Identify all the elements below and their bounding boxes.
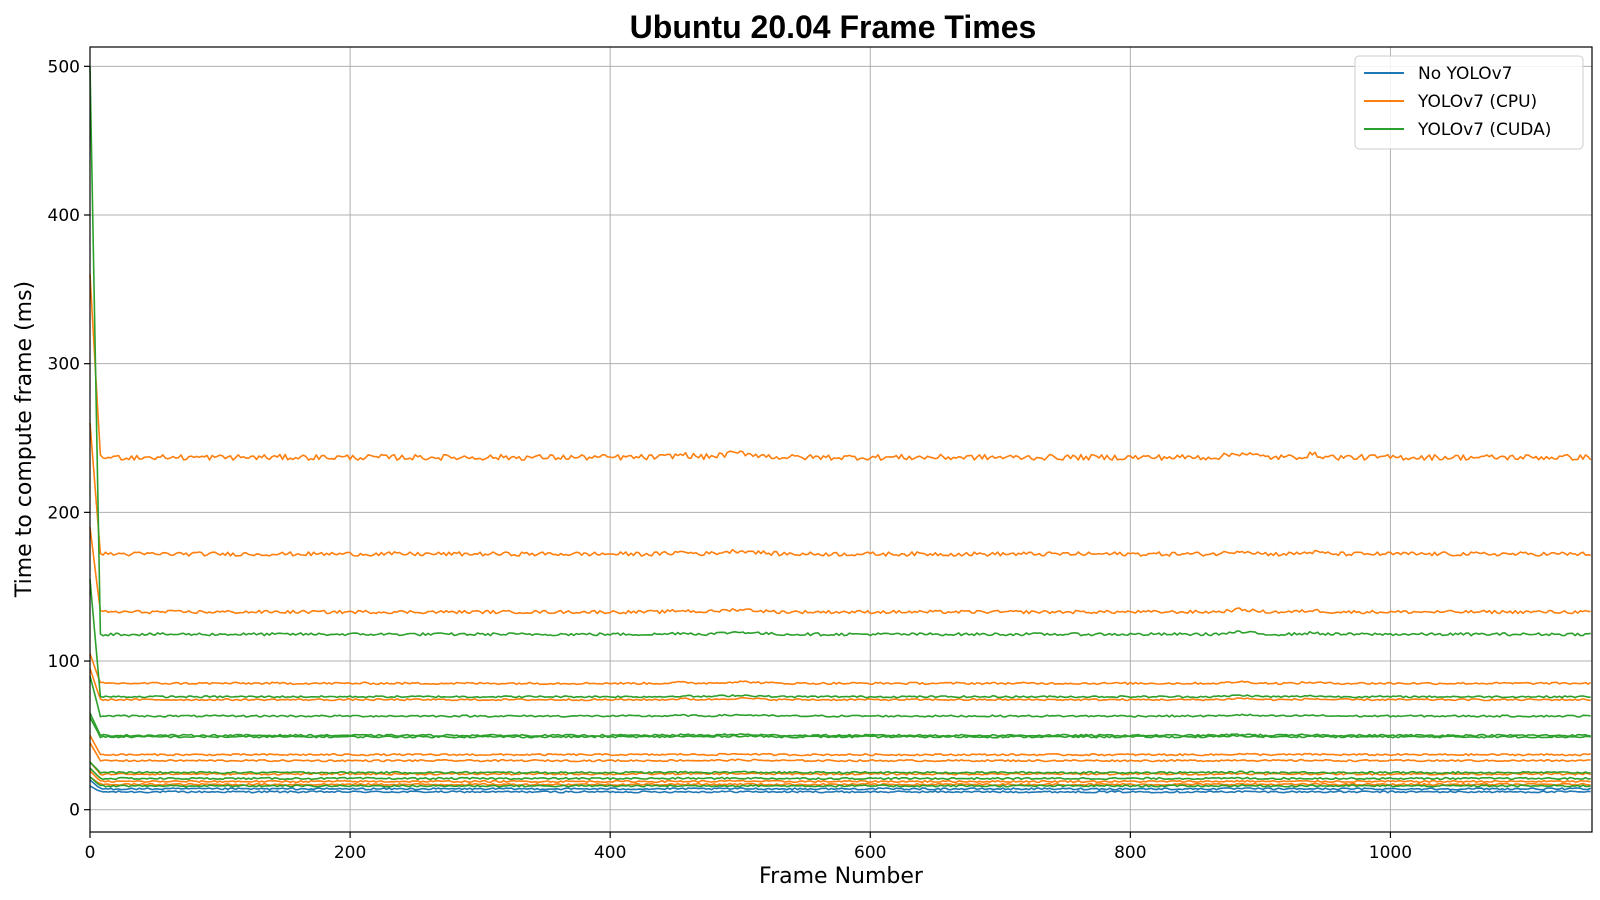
x-tick-label: 600: [854, 843, 886, 863]
series-line-yolov7-cpu: [89, 527, 1591, 615]
series-line-yolov7-cpu: [89, 274, 1592, 461]
x-tick-label: 200: [334, 843, 366, 863]
grid-lines: [89, 47, 1592, 832]
legend-label: YOLOv7 (CPU): [1417, 92, 1537, 112]
series-line-yolov7-cpu: [89, 735, 1591, 757]
series-line-no-yolov7: [89, 779, 1592, 791]
legend-label: YOLOv7 (CUDA): [1417, 120, 1551, 140]
series-line-yolov7-cuda: [89, 761, 1591, 775]
series-line-yolov7-cpu: [89, 770, 1591, 784]
axis-ticks: 0 200 400 600 800 1000 0 100 200 300 400 500: [48, 57, 1413, 863]
y-tick-label: 400: [48, 206, 80, 226]
series-lines: [89, 66, 1592, 794]
legend-box: [1354, 55, 1584, 150]
x-axis-label: Frame Number: [759, 864, 924, 889]
x-tick-label: 1000: [1369, 843, 1412, 863]
y-axis-label: Time to compute frame (ms): [12, 281, 37, 598]
series-line-yolov7-cpu: [89, 742, 1591, 763]
series-line-yolov7-cuda: [89, 712, 1591, 738]
series-line-yolov7-cuda: [89, 66, 1591, 637]
series-line-yolov7-cuda: [89, 675, 1591, 718]
x-tick-label: 0: [85, 843, 96, 863]
series-line-yolov7-cuda: [89, 579, 1591, 699]
legend: No YOLOv7 YOLOv7 (CPU) YOLOv7 (CUDA): [1354, 55, 1584, 150]
y-tick-label: 200: [48, 503, 80, 523]
series-line-no-yolov7: [89, 785, 1591, 794]
series-line-yolov7-cuda: [89, 776, 1591, 788]
legend-label: No YOLOv7: [1418, 64, 1512, 84]
x-tick-label: 800: [1114, 843, 1146, 863]
chart-title: Ubuntu 20.04 Frame Times: [630, 9, 1037, 45]
y-tick-label: 0: [69, 801, 80, 821]
y-tick-label: 500: [48, 57, 80, 77]
y-tick-label: 300: [48, 355, 80, 375]
series-line-yolov7-cpu: [89, 761, 1591, 776]
series-line-yolov7-cpu: [89, 423, 1591, 557]
series-line-yolov7-cpu: [89, 653, 1592, 686]
plot-frame: [89, 46, 1593, 833]
x-tick-label: 400: [594, 843, 626, 863]
series-line-yolov7-cuda: [89, 717, 1591, 739]
series-line-yolov7-cpu: [89, 668, 1591, 702]
y-tick-label: 100: [48, 652, 80, 672]
series-line-yolov7-cuda: [89, 767, 1591, 781]
